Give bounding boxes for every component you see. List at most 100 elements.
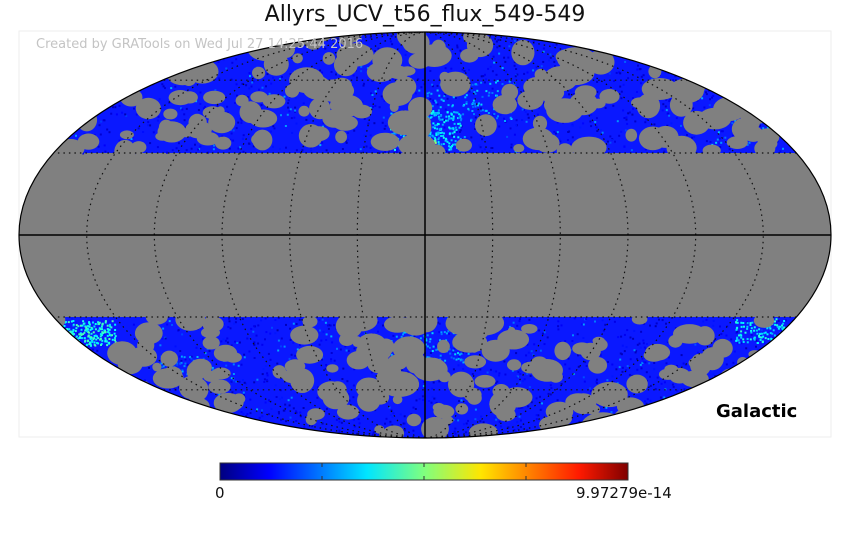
flux-speck (686, 134, 688, 136)
flux-bright-speck (448, 148, 451, 151)
flux-bright-speck (452, 119, 455, 121)
flux-speck (619, 72, 622, 75)
flux-speck (320, 339, 323, 342)
flux-speck (38, 369, 41, 372)
flux-speck (345, 140, 348, 143)
flux-speck (83, 401, 86, 404)
flux-bright-speck (742, 338, 745, 341)
flux-speck (737, 368, 740, 370)
flux-speck (503, 117, 505, 120)
flux-speck (814, 394, 817, 397)
flux-speck (541, 402, 543, 405)
flux-bright-speck (460, 358, 463, 361)
flux-speck (775, 386, 778, 389)
masked-source (396, 32, 427, 48)
flux-bright-speck (431, 332, 434, 335)
flux-bright-speck (440, 135, 443, 137)
flux-speck (105, 60, 108, 63)
flux-speck (118, 400, 121, 403)
flux-speck (184, 53, 187, 56)
flux-speck (258, 416, 261, 419)
flux-speck (42, 417, 45, 420)
flux-speck (422, 381, 425, 384)
masked-source (658, 368, 678, 380)
flux-speck (720, 50, 723, 53)
flux-speck (185, 422, 188, 425)
flux-speck (800, 128, 803, 131)
flux-bright-speck (454, 353, 457, 356)
flux-speck (556, 399, 559, 402)
flux-speck (709, 346, 712, 349)
flux-bright-speck (67, 321, 70, 324)
flux-speck (628, 111, 631, 114)
flux-speck (83, 133, 86, 136)
masked-source (448, 371, 475, 398)
flux-bright-speck (759, 339, 762, 341)
flux-speck (68, 104, 71, 107)
masked-source (77, 83, 91, 94)
flux-speck (515, 124, 518, 127)
flux-speck (32, 144, 35, 147)
flux-speck (27, 368, 30, 371)
flux-speck (103, 119, 106, 122)
flux-bright-speck (481, 109, 484, 112)
flux-speck (241, 379, 244, 381)
flux-speck (72, 325, 75, 327)
flux-speck (532, 353, 535, 356)
flux-speck (73, 123, 76, 126)
flux-bright-speck (107, 331, 110, 333)
flux-speck (745, 375, 748, 378)
flux-speck (620, 43, 623, 46)
flux-speck (663, 150, 666, 153)
masked-source (40, 359, 62, 383)
flux-speck (495, 73, 498, 76)
flux-speck (806, 415, 809, 418)
flux-speck (785, 137, 788, 140)
flux-speck (803, 77, 805, 80)
flux-speck (118, 104, 121, 107)
flux-speck (272, 76, 275, 79)
flux-speck (546, 336, 549, 339)
flux-speck (160, 424, 163, 427)
flux-speck (519, 369, 521, 372)
flux-speck (489, 437, 492, 438)
flux-speck (459, 129, 462, 132)
flux-speck (299, 411, 302, 414)
flux-speck (308, 32, 311, 35)
flux-speck (467, 419, 469, 422)
flux-speck (693, 57, 696, 60)
flux-speck (791, 327, 794, 330)
flux-bright-speck (434, 140, 436, 142)
colorbar-max-label: 9.97279e-14 (576, 484, 672, 502)
flux-speck (369, 146, 372, 149)
flux-bright-speck (99, 335, 102, 338)
flux-speck (188, 61, 191, 64)
flux-bright-speck (76, 338, 79, 341)
masked-source (460, 48, 479, 63)
flux-speck (578, 420, 581, 423)
flux-speck (521, 119, 524, 121)
flux-speck (115, 113, 118, 116)
flux-bright-speck (97, 337, 100, 340)
flux-speck (250, 85, 253, 88)
masked-source (530, 356, 549, 372)
flux-speck (799, 56, 802, 58)
colorbar-ticks (321, 463, 527, 480)
masked-source (65, 372, 87, 387)
flux-speck (496, 46, 499, 49)
flux-speck (187, 60, 190, 63)
masked-source (326, 364, 339, 373)
flux-speck (687, 51, 690, 54)
flux-speck (197, 148, 200, 151)
flux-speck (624, 129, 627, 132)
flux-speck (482, 75, 485, 78)
flux-speck (731, 81, 734, 84)
flux-speck (333, 359, 336, 362)
flux-speck (338, 430, 341, 433)
flux-bright-speck (426, 92, 429, 95)
flux-speck (198, 52, 201, 55)
flux-speck (412, 406, 415, 409)
flux-speck (26, 123, 29, 126)
flux-speck (748, 63, 751, 66)
flux-bright-speck (497, 115, 499, 118)
